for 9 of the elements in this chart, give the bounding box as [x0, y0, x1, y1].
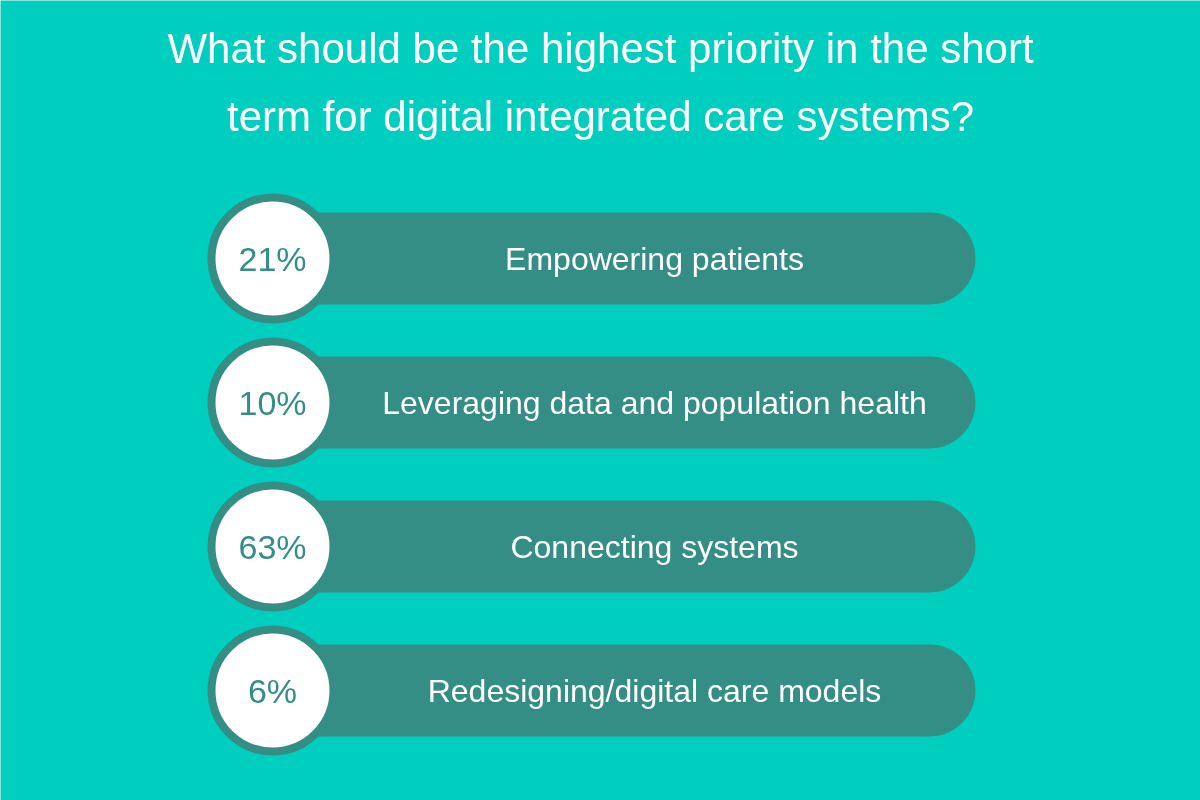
category-label: Redesigning/digital care models — [427, 672, 882, 709]
category-label: Empowering patients — [505, 240, 804, 277]
data-label: 63% — [238, 527, 307, 566]
category-label: Leveraging data and population health — [382, 384, 927, 421]
data-label: 10% — [238, 383, 307, 422]
text: What should be the highest priority in the short term for digital integrated care systems? — [167, 25, 1034, 140]
category-label: Connecting systems — [510, 528, 799, 565]
data-label: 6% — [247, 671, 298, 710]
data-label: 21% — [238, 239, 307, 278]
